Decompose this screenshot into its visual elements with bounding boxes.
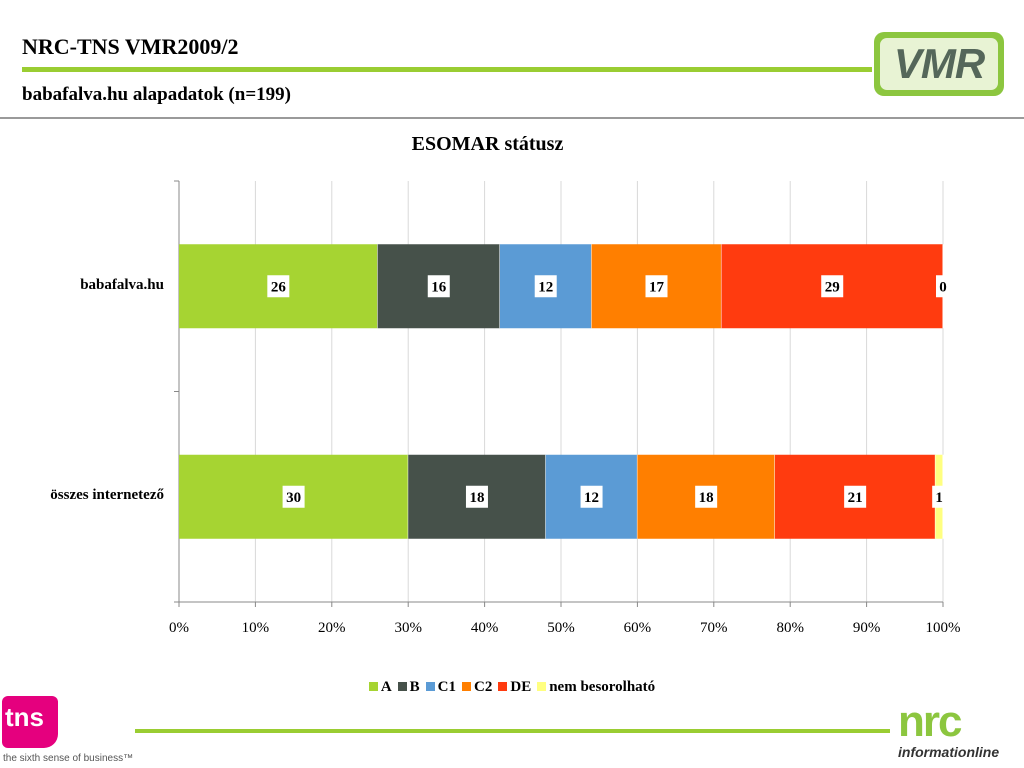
legend-label: nem besorolható [549, 679, 656, 695]
nrc-tagline: informationline [898, 744, 1000, 760]
x-tick-label: 40% [470, 620, 499, 636]
data-label-1-0: 30 [286, 490, 301, 506]
legend-item-0: A [368, 679, 392, 696]
data-label-bg-1-2 [580, 485, 603, 508]
tns-logo-text: tns [5, 702, 44, 732]
legend-item-4: DE [498, 679, 531, 696]
legend-swatch [498, 682, 508, 692]
footer-divider [135, 729, 890, 733]
chart-legend: A B C1 C2 DE nem besorolható [0, 679, 1024, 696]
legend-label: C1 [437, 679, 457, 695]
x-tick-label: 20% [318, 620, 346, 636]
data-label-1-4: 21 [848, 490, 863, 506]
legend-label: DE [510, 679, 532, 695]
legend-swatch [368, 682, 378, 692]
legend-swatch [397, 682, 407, 692]
data-label-1-3: 18 [699, 490, 714, 506]
header-divider [22, 67, 872, 72]
page-title: NRC-TNS VMR2009/2 [22, 34, 239, 59]
legend-label: C2 [474, 679, 493, 695]
data-label-bg-1-0 [282, 485, 305, 508]
legend-item-5: nem besorolható [537, 679, 655, 696]
x-tick-label: 0% [169, 620, 189, 636]
data-label-0-4: 29 [825, 279, 840, 295]
legend-item-3: C2 [462, 679, 492, 696]
data-label-bg-1-1 [465, 485, 488, 508]
x-tick-label: 70% [700, 620, 728, 636]
data-label-0-0: 26 [271, 279, 287, 295]
data-label-bg-0-1 [427, 275, 450, 298]
x-tick-label: 80% [776, 620, 804, 636]
data-label-0-1: 16 [431, 279, 447, 295]
legend-swatch [425, 682, 435, 692]
page-subtitle: babafalva.hu alapadatok (n=199) [22, 84, 291, 105]
header-separator [0, 117, 1024, 119]
category-label-babafalva: babafalva.hu [80, 277, 164, 293]
data-label-bg-0-5 [936, 275, 950, 298]
legend-label: B [409, 679, 420, 695]
x-tick-label: 60% [623, 620, 652, 636]
data-label-bg-0-0 [267, 275, 290, 298]
x-tick-label: 100% [925, 620, 961, 636]
vmr-logo: VMR [874, 32, 1004, 96]
x-tick-label: 90% [852, 620, 881, 636]
legend-swatch [537, 682, 547, 692]
legend-item-2: C1 [425, 679, 457, 696]
data-label-0-5: 0 [939, 279, 947, 295]
tns-logo: tns [2, 696, 58, 748]
category-label-osszes: összes internetező [50, 487, 164, 503]
chart-title: ESOMAR státusz [411, 133, 564, 155]
x-tick-label: 30% [394, 620, 422, 636]
data-label-1-5: 1 [935, 490, 943, 506]
data-label-0-2: 12 [538, 279, 553, 295]
data-label-bg-0-2 [534, 275, 557, 298]
data-label-bg-0-4 [821, 275, 844, 298]
nrc-logo: nrc [898, 697, 963, 746]
data-label-bg-0-3 [645, 275, 668, 298]
x-tick-label: 10% [241, 620, 270, 636]
data-label-bg-1-4 [844, 485, 867, 508]
tns-tagline: the sixth sense of business™ [3, 753, 134, 764]
legend-label: A [380, 679, 392, 695]
legend-item-1: B [397, 679, 420, 696]
data-label-1-2: 12 [584, 490, 599, 506]
data-label-0-3: 17 [649, 279, 665, 295]
x-tick-label: 50% [547, 620, 575, 636]
data-label-bg-1-3 [695, 485, 718, 508]
vmr-logo-text: VMR [893, 40, 985, 87]
data-label-bg-1-5 [932, 485, 947, 508]
data-label-1-1: 18 [469, 490, 484, 506]
legend-swatch [462, 682, 472, 692]
